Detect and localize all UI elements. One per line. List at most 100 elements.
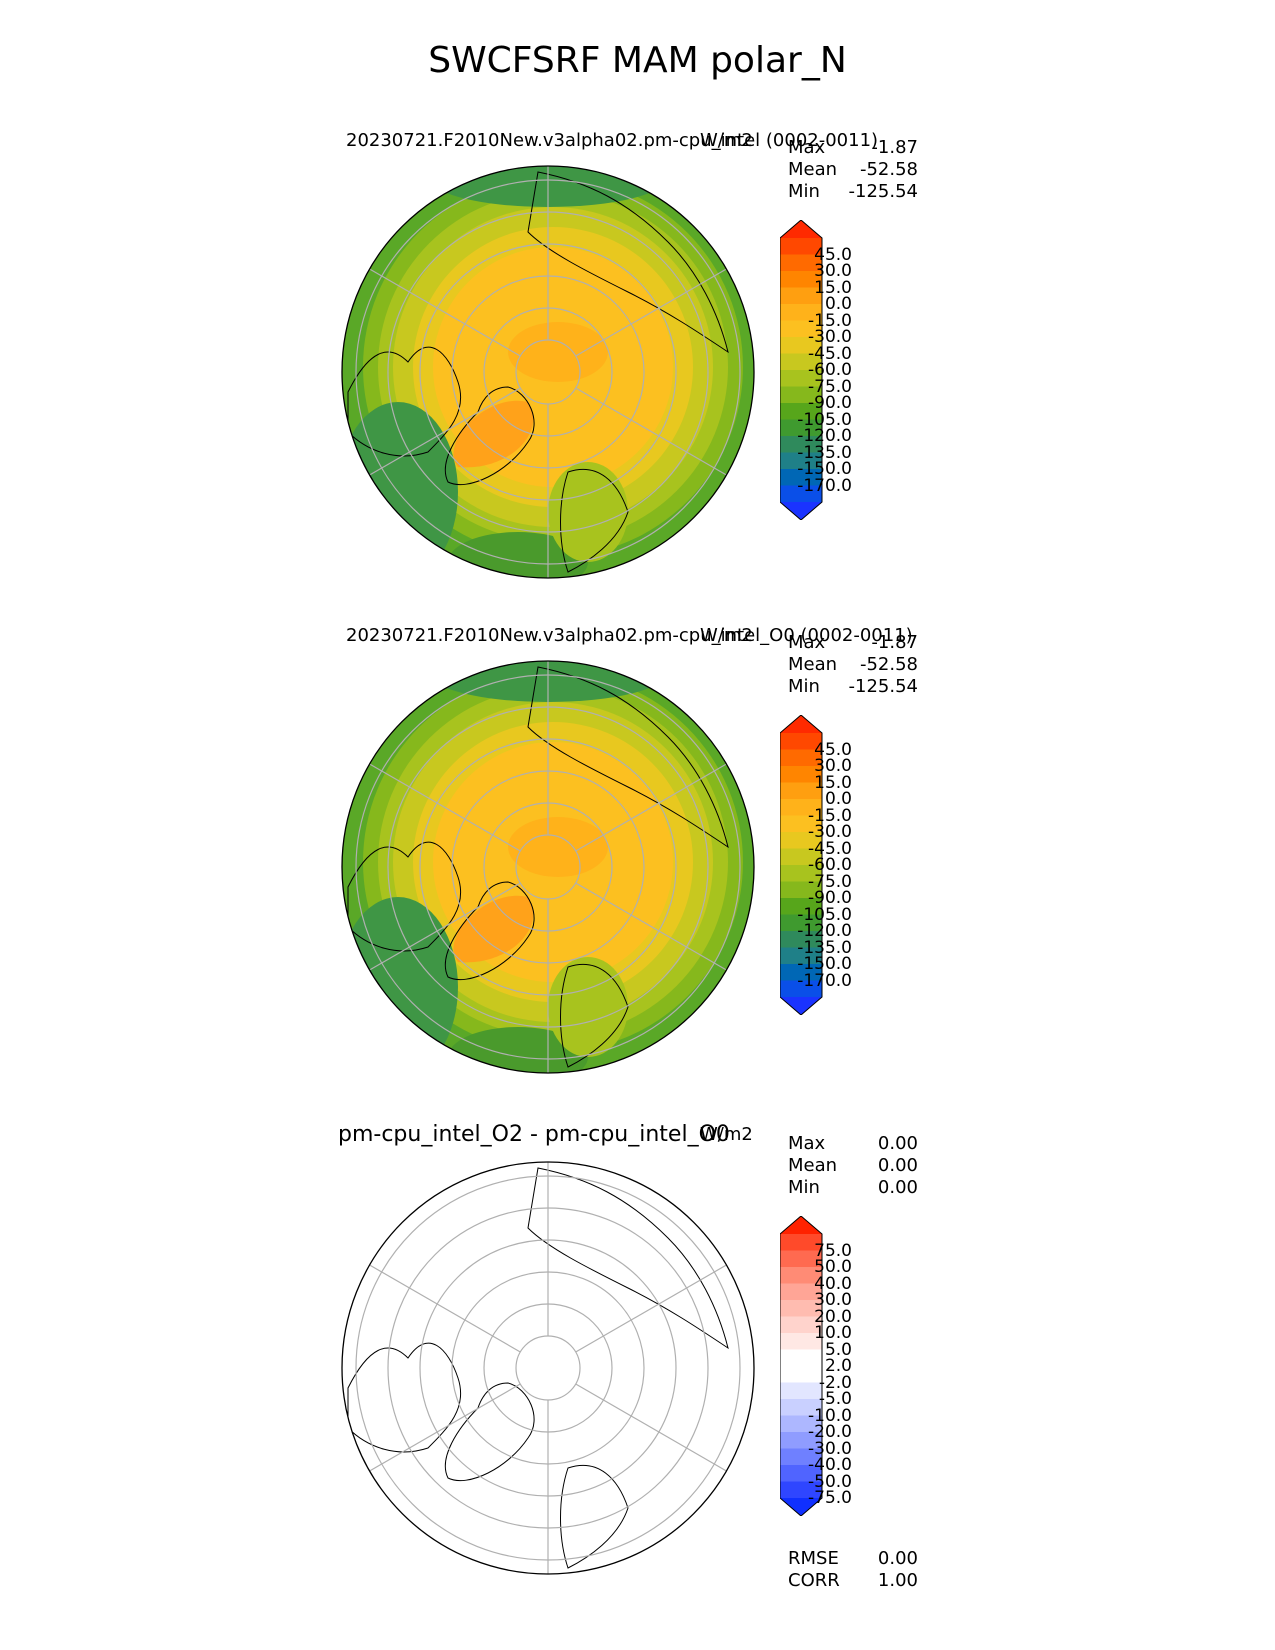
- colorbar-segment: [780, 980, 822, 998]
- colorbar-segment: [780, 353, 822, 371]
- meridian-line: [575, 268, 727, 357]
- stat-mean-value: -52.58: [859, 654, 918, 675]
- colorbar-extend-min: [780, 502, 822, 520]
- meridian-line: [369, 387, 521, 476]
- colorbar-tick-label: -170.0: [797, 970, 852, 991]
- stat-min-value: -125.54: [848, 676, 918, 697]
- colorbar: 75.0 50.0 40.0 30.0 20.0 10.0 5.0 2.0 -2.0 -5.0 -1…: [780, 1216, 880, 1516]
- colorbar-tick-label: 20.0: [814, 1306, 852, 1327]
- units-label: W/m2: [700, 625, 753, 646]
- meridian-line: [369, 1264, 521, 1353]
- colorbar-segment: [780, 815, 822, 833]
- colorbar-tick-label: -5.0: [818, 1389, 852, 1409]
- stat-min-value: 0.00: [877, 1177, 918, 1198]
- colorbar-segment: [780, 1267, 822, 1284]
- colorbar-segment: [780, 370, 822, 387]
- colorbar-segment: [780, 238, 822, 255]
- stat-min-label: Min: [788, 181, 820, 202]
- map-field: [342, 166, 754, 578]
- coastline: [444, 386, 535, 486]
- stat-max-label: Max: [788, 137, 826, 158]
- rmse-label: RMSE: [788, 1548, 839, 1569]
- field-patch: [508, 817, 608, 877]
- meridian-line: [369, 763, 521, 852]
- polar-map: [341, 1161, 755, 1575]
- colorbar-tick-label: -2.0: [818, 1372, 852, 1393]
- colorbar-tick-label: 75.0: [814, 1240, 852, 1261]
- colorbar-segment: [780, 865, 822, 882]
- stat-mean-label: Mean: [788, 654, 838, 675]
- colorbar-segment: [780, 964, 822, 981]
- colorbar-tick-label: 5.0: [824, 1339, 852, 1360]
- colorbar-extend-max: [780, 220, 822, 238]
- colorbar: 45.0 30.0 15.0 0.0 -15.0 -30.0 -45.0 -60.0 -75.0…: [780, 715, 880, 1015]
- field-patch: [453, 400, 534, 468]
- colorbar-segment: [780, 881, 822, 899]
- stat-mean-value: 0.00: [877, 1155, 918, 1176]
- stat-max-label: Max: [788, 1133, 826, 1154]
- field-background: [342, 1162, 754, 1574]
- colorbar-tick-label: -40.0: [808, 1455, 852, 1475]
- colorbar-outline: [780, 1216, 823, 1516]
- stat-min-value: -125.54: [848, 181, 918, 202]
- colorbar-tick-label: 45.0: [814, 244, 852, 265]
- colorbar-segment: [780, 320, 822, 338]
- coastline: [347, 1342, 462, 1453]
- field-patch: [508, 322, 608, 382]
- colorbar-tick-label: -170.0: [797, 475, 852, 496]
- panel-difference: pm-cpu_intel_O2 - pm-cpu_intel_O0 W/m2 M…: [0, 1110, 1275, 1630]
- colorbar-tick-label: -90.0: [808, 393, 852, 413]
- colorbar-tick-label: -60.0: [808, 855, 852, 875]
- meridian-line: [369, 1383, 521, 1472]
- colorbar-segment: [780, 1349, 822, 1367]
- colorbar-tick-label: -75.0: [808, 1488, 852, 1508]
- colorbar-extend-max: [780, 1216, 822, 1234]
- colorbar-segment: [780, 271, 822, 288]
- colorbar-tick-label: -15.0: [808, 310, 852, 331]
- colorbar-segment: [780, 1415, 822, 1433]
- colorbar-tick-label: 10.0: [814, 1323, 852, 1343]
- stat-max-label: Max: [788, 632, 826, 653]
- colorbar-segment: [780, 1382, 822, 1400]
- colorbar-segment: [780, 947, 822, 965]
- colorbar-tick-label: 0.0: [824, 789, 852, 809]
- stat-max-value: 0.00: [877, 1133, 918, 1154]
- colorbar-tick-label: -20.0: [808, 1422, 852, 1442]
- colorbar-segment: [780, 1300, 822, 1317]
- stat-max-value: -1.87: [871, 137, 918, 158]
- colorbar-segment: [780, 832, 822, 849]
- meridian-line: [575, 763, 727, 852]
- colorbar-segment: [780, 1366, 822, 1383]
- colorbar-tick-label: 0.0: [824, 294, 852, 314]
- meridian-line: [575, 1383, 727, 1472]
- panel-title: 20230721.F2010New.v3alpha02.pm-cpu_intel…: [346, 625, 913, 646]
- colorbar-tick-label: -60.0: [808, 360, 852, 380]
- colorbar-tick-label: -45.0: [808, 838, 852, 859]
- map-boundary: [341, 165, 755, 579]
- colorbar-tick-label: -90.0: [808, 888, 852, 908]
- colorbar-segment: [780, 436, 822, 453]
- stat-mean-label: Mean: [788, 1155, 838, 1176]
- colorbar-tick-label: -120.0: [797, 921, 852, 941]
- meridian-line: [369, 268, 521, 357]
- colorbar-tick-label: 45.0: [814, 739, 852, 760]
- map-boundary: [341, 1161, 755, 1575]
- colorbar-tick-label: 15.0: [814, 277, 852, 298]
- colorbar-extend-min: [780, 997, 822, 1015]
- coastline: [347, 841, 462, 952]
- colorbar-segment: [780, 419, 822, 437]
- colorbar-segment: [780, 749, 822, 767]
- colorbar-tick-label: 30.0: [814, 1290, 852, 1310]
- colorbar-segment: [780, 931, 822, 948]
- coastline: [444, 1382, 535, 1482]
- colorbar-tick-label: -75.0: [808, 376, 852, 397]
- colorbar-tick-label: -15.0: [808, 805, 852, 826]
- coastline: [560, 1464, 629, 1569]
- panel-title: pm-cpu_intel_O2 - pm-cpu_intel_O0: [338, 1122, 730, 1147]
- colorbar-segment: [780, 782, 822, 800]
- corr-label: CORR: [788, 1570, 840, 1591]
- stats-box: Max -1.87 Mean -52.58 Min -125.54: [788, 137, 918, 203]
- colorbar-segment: [780, 733, 822, 750]
- colorbar-tick-label: -120.0: [797, 426, 852, 446]
- colorbar-segment: [780, 287, 822, 305]
